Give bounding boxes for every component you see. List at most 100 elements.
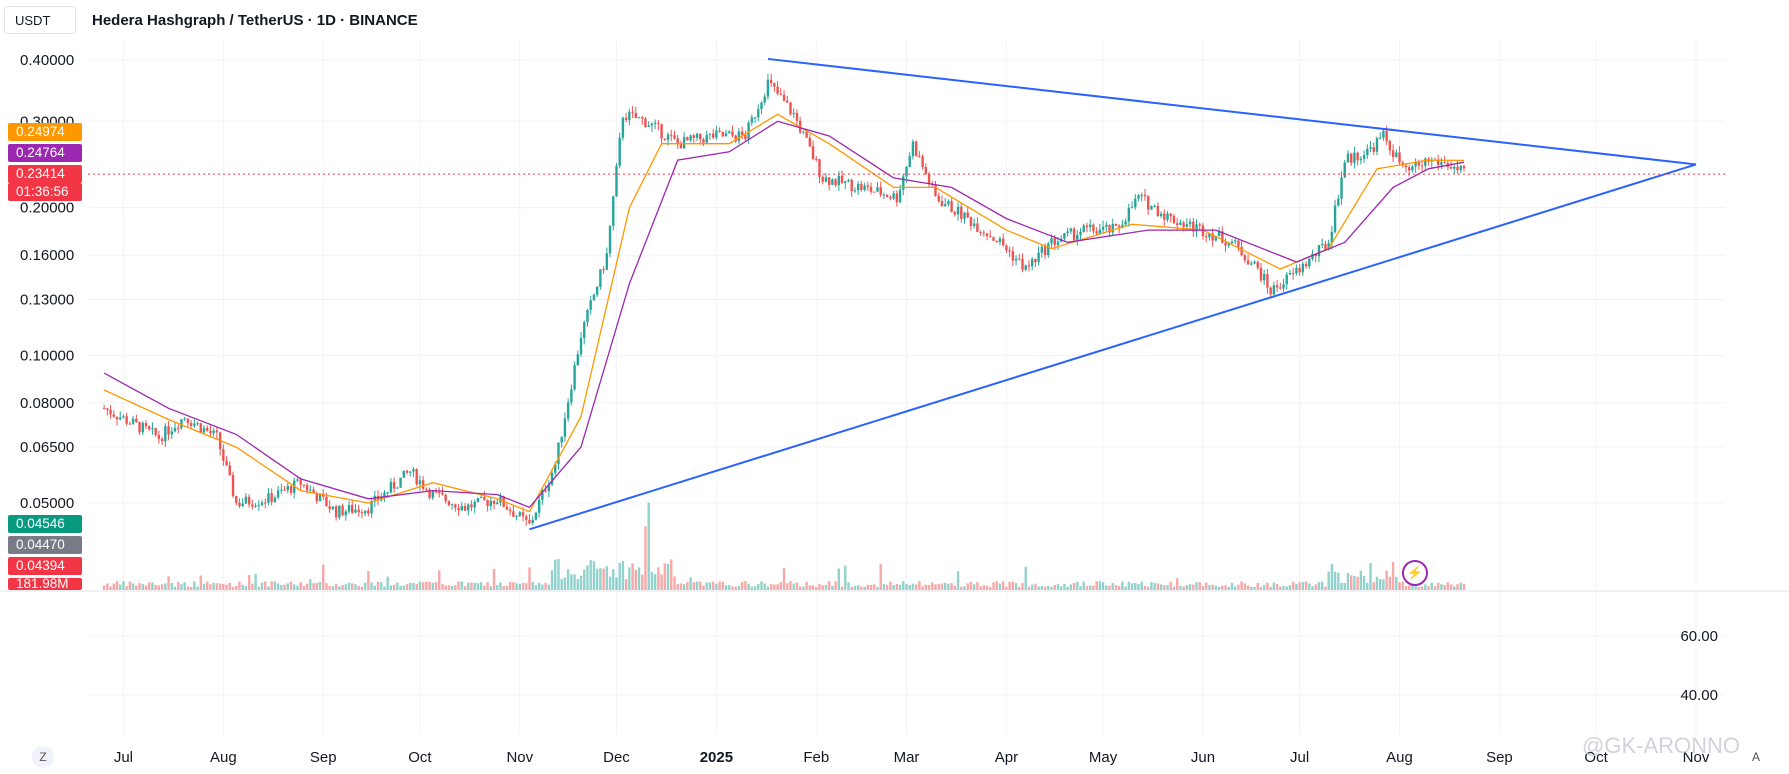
candle-body (1121, 224, 1124, 228)
candle-body (747, 122, 750, 140)
volume-bar (1140, 581, 1143, 590)
candle-body (947, 201, 950, 205)
candle-body (795, 112, 799, 121)
candle-body (853, 190, 857, 192)
candle-body (972, 223, 976, 227)
volume-bar (647, 502, 650, 590)
volume-bar (418, 581, 422, 590)
volume-bar (528, 567, 531, 590)
volume-bar (260, 582, 264, 590)
volume-bar (525, 583, 528, 590)
lightning-icon[interactable]: ⚡ (1402, 560, 1428, 586)
candle-body (873, 191, 876, 193)
volume-bar (454, 585, 457, 590)
x-tick-label: Aug (1386, 749, 1413, 766)
volume-bar (1295, 583, 1298, 590)
candle-body (595, 287, 599, 295)
candle-body (1072, 228, 1076, 240)
candle-body (612, 196, 615, 226)
zoom-icon[interactable]: Z (32, 746, 54, 768)
y-axis-labels: 0.400000.300000.200000.160000.130000.100… (20, 52, 1718, 704)
volume-bar (286, 583, 289, 590)
volume-bar (670, 559, 673, 590)
candle-body (544, 490, 547, 492)
volume-bar (1395, 576, 1398, 590)
volume-bar (1417, 586, 1421, 590)
candle-body (827, 177, 831, 185)
candle-body (1382, 130, 1385, 138)
volume-bar (595, 568, 599, 590)
volume-bar (160, 584, 164, 590)
volume-bar (276, 583, 280, 590)
volume-bar (753, 586, 757, 590)
candle-body (157, 435, 161, 439)
volume-bar (811, 585, 815, 590)
volume-bar (228, 582, 231, 590)
volume-bar (1237, 584, 1240, 590)
candle-body (1150, 206, 1153, 210)
volume-bar (202, 583, 206, 590)
x-tick-label: May (1089, 749, 1118, 766)
candle-body (850, 179, 853, 192)
volume-bar (270, 581, 273, 590)
volume-bar (1117, 586, 1121, 590)
volume-bar (1388, 576, 1392, 590)
volume-bar (705, 582, 708, 590)
candle-body (1272, 285, 1276, 295)
volume-bar (122, 581, 125, 590)
volume-bar (711, 581, 715, 590)
y-tick-label: 0.08000 (20, 395, 74, 412)
grid (0, 40, 1789, 735)
x-tick-label: Jul (1290, 749, 1309, 766)
volume-bar (679, 583, 683, 590)
candle-body (457, 507, 460, 511)
candle-body (489, 500, 493, 507)
volume-bar (425, 581, 428, 590)
candle-body (1395, 152, 1398, 158)
volume-bar (283, 584, 286, 590)
volume-bar (222, 583, 225, 590)
candle-body (1211, 233, 1214, 241)
candle-body (360, 512, 364, 514)
candle-body (1443, 162, 1446, 164)
candle-body (222, 449, 225, 461)
volume-bar (682, 584, 686, 590)
volume-bar (1340, 582, 1343, 590)
candle-body (1040, 246, 1044, 253)
volume-bar (1250, 586, 1253, 590)
volume-bar (476, 583, 480, 590)
volume-bar (189, 586, 193, 590)
volume-bar (1369, 563, 1372, 590)
candle-body (869, 186, 873, 192)
candle-body (212, 430, 215, 434)
candle-body (824, 177, 828, 182)
volume-bar (106, 583, 109, 590)
volume-bar (1185, 585, 1189, 590)
volume-bar (960, 586, 963, 590)
candle-body (405, 470, 409, 473)
candle-body (296, 479, 299, 481)
volume-bar (876, 586, 879, 590)
auto-scale-button[interactable]: A (1752, 750, 1761, 764)
volume-bar (309, 579, 312, 590)
candle-body (760, 102, 763, 110)
volume-bar (173, 586, 177, 590)
volume-bar (154, 584, 157, 590)
candle-body (189, 423, 193, 426)
volume-bar (908, 584, 911, 590)
candle-body (1130, 207, 1134, 209)
volume-bar (1105, 585, 1108, 590)
candle-body (979, 231, 982, 233)
candle-body (128, 423, 132, 425)
candle-body (1117, 225, 1121, 228)
currency-selector[interactable]: USDT (4, 6, 76, 34)
volume-bar (1021, 583, 1024, 590)
candle-body (1001, 238, 1005, 246)
volume-bar (1182, 586, 1185, 590)
candle-body (573, 365, 576, 390)
x-tick-label: Oct (1584, 749, 1608, 766)
chart-title: Hedera Hashgraph / TetherUS · 1D · BINAN… (92, 12, 418, 29)
volume-bar (1440, 584, 1443, 590)
x-tick-label: Apr (995, 749, 1018, 766)
